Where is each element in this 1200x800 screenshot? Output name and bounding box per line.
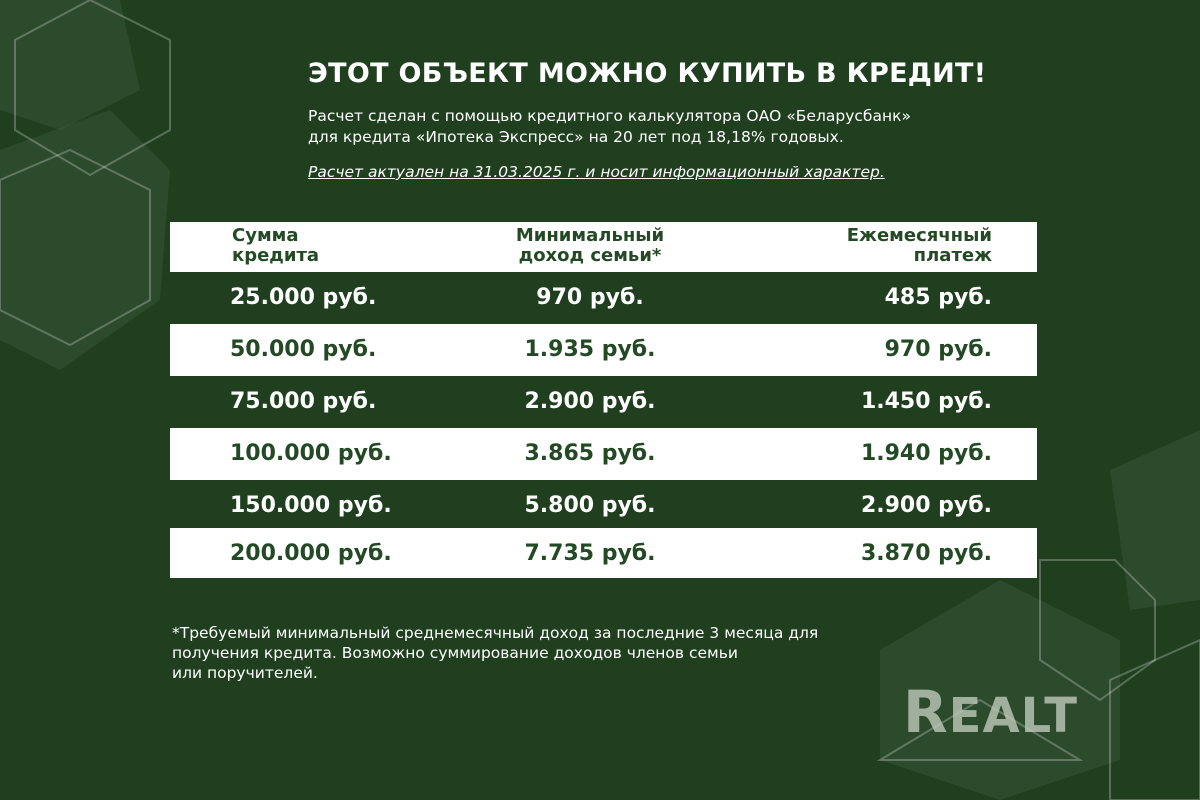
page-title: ЭТОТ ОБЪЕКТ МОЖНО КУПИТЬ В КРЕДИТ! [308,58,987,89]
table-row: 200.000 руб. 7.735 руб. 3.870 руб. [170,528,1037,578]
subtitle-line: Расчет сделан с помощью кредитного кальк… [308,107,911,125]
header-monthly-payment: Ежемесячный платеж [846,225,992,266]
header-min-income: Минимальный доход семьи* [515,225,665,266]
table-row: 150.000 руб. 5.800 руб. 2.900 руб. [230,493,992,518]
realt-logo: REALT [903,678,1078,746]
footnote: *Требуемый минимальный среднемесячный до… [172,624,819,682]
subtitle-line: для кредита «Ипотека Экспресс» на 20 лет… [308,128,844,146]
subtitle: Расчет сделан с помощью кредитного кальк… [308,106,1048,148]
table-row: 50.000 руб. 1.935 руб. 970 руб. [170,324,1037,376]
table-row: 100.000 руб. 3.865 руб. 1.940 руб. [170,428,1037,480]
table-header: Сумма кредита Минимальный доход семьи* Еже… [170,222,1037,272]
header-loan-amount: Сумма кредита [232,225,320,266]
table-row: 25.000 руб. 970 руб. 485 руб. [230,285,992,310]
table-row: 75.000 руб. 2.900 руб. 1.450 руб. [230,389,992,414]
disclaimer-note: Расчет актуален на 31.03.2025 г. и носит… [308,163,885,181]
credit-table: Сумма кредита Минимальный доход семьи* Еже… [170,222,1037,578]
